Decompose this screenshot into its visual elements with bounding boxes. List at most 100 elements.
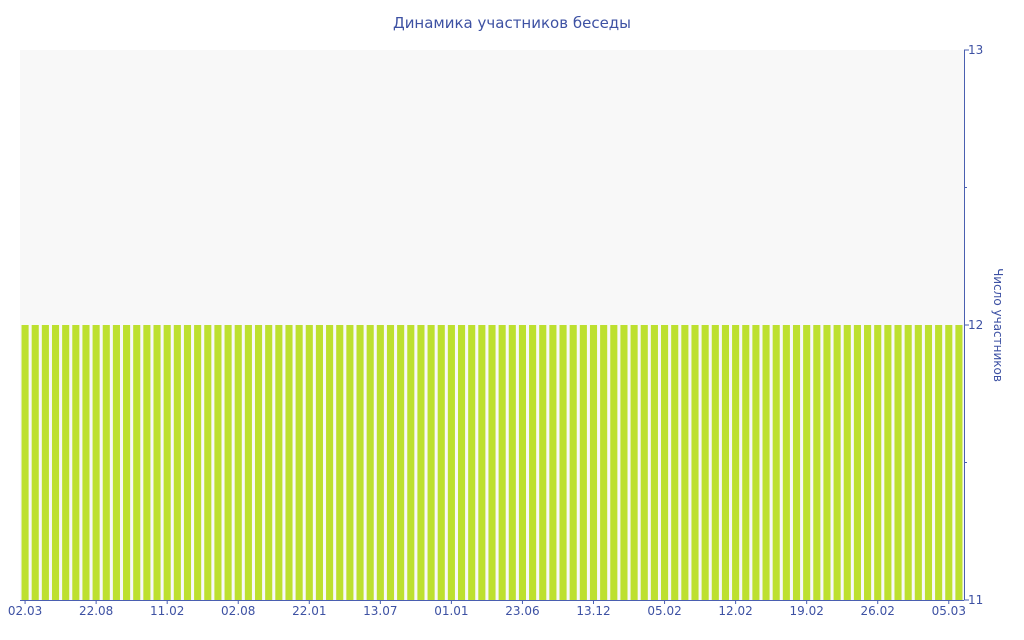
bar	[620, 325, 628, 600]
y-axis-label: Число участников	[991, 268, 1005, 382]
bar	[914, 325, 922, 600]
x-tick-label: 11.02	[150, 604, 184, 618]
bar	[610, 325, 618, 600]
bar	[133, 325, 141, 600]
bar	[884, 325, 892, 600]
x-tick-label: 23.06	[505, 604, 539, 618]
bar	[437, 325, 445, 600]
bar	[853, 325, 861, 600]
bar	[803, 325, 811, 600]
bar	[589, 325, 598, 600]
bar	[864, 325, 872, 600]
bar	[691, 325, 699, 600]
bar	[82, 325, 90, 600]
y-tick-label: 11	[968, 593, 983, 607]
bar	[823, 325, 831, 600]
bar	[102, 325, 110, 600]
x-tick-label: 22.01	[292, 604, 326, 618]
bar	[661, 325, 669, 600]
x-tick-label: 02.03	[8, 604, 42, 618]
y-tick-label: 12	[968, 318, 983, 332]
bar	[640, 325, 648, 600]
bar	[346, 325, 354, 600]
bar	[924, 325, 933, 600]
bar	[194, 325, 202, 600]
bar	[752, 325, 760, 600]
x-tick-label: 05.03	[932, 604, 966, 618]
bar	[326, 325, 334, 600]
bar	[163, 325, 171, 600]
bar	[254, 325, 263, 600]
bar	[265, 325, 273, 600]
bar	[285, 325, 293, 600]
bar	[457, 325, 466, 600]
x-tick-label: 01.01	[434, 604, 468, 618]
bar	[427, 325, 435, 600]
bar	[92, 325, 100, 600]
bar	[305, 325, 313, 600]
bar	[51, 325, 60, 600]
x-axis: 02.03 22.08 11.02 02.08 22.01 13.07 01.01 23.06…	[8, 600, 966, 618]
bar	[417, 325, 425, 600]
bar	[376, 325, 384, 600]
bar	[123, 325, 131, 600]
bar	[356, 325, 364, 600]
x-tick-label: 19.02	[789, 604, 823, 618]
bar	[681, 325, 689, 600]
bar	[742, 325, 750, 600]
bar	[569, 325, 577, 600]
bar	[224, 325, 232, 600]
bar	[650, 325, 658, 600]
chart-title: Динамика участников беседы	[393, 14, 631, 32]
bar	[792, 325, 801, 600]
bar	[275, 325, 283, 600]
bar	[935, 325, 943, 600]
bar	[600, 325, 608, 600]
bar	[955, 325, 963, 600]
x-tick-label: 05.02	[647, 604, 681, 618]
bar	[143, 325, 151, 600]
bar	[72, 325, 80, 600]
x-tick-label: 13.12	[576, 604, 610, 618]
bar	[31, 325, 39, 600]
bar	[397, 325, 405, 600]
bar	[671, 325, 679, 600]
bar	[447, 325, 455, 600]
bar	[529, 325, 537, 600]
bar	[762, 325, 770, 600]
bar	[874, 325, 882, 600]
bar	[183, 325, 192, 600]
x-tick-label: 02.08	[221, 604, 255, 618]
bar	[214, 325, 222, 600]
bar	[782, 325, 790, 600]
bar	[945, 325, 953, 600]
bars	[21, 325, 963, 600]
bar	[630, 325, 638, 600]
bar	[234, 325, 242, 600]
bar	[539, 325, 547, 600]
bar	[295, 325, 303, 600]
bar	[153, 325, 161, 600]
bar	[315, 325, 323, 600]
bar	[833, 325, 841, 600]
bar	[579, 325, 587, 600]
bar	[498, 325, 506, 600]
bar	[488, 325, 496, 600]
bar	[386, 325, 395, 600]
x-tick-label: 13.07	[363, 604, 397, 618]
bar	[21, 325, 29, 600]
bar	[843, 325, 851, 600]
x-tick-label: 12.02	[718, 604, 752, 618]
bar	[518, 325, 527, 600]
bar	[244, 325, 252, 600]
bar	[41, 325, 49, 600]
y-tick-label: 13	[968, 43, 983, 57]
bar	[559, 325, 567, 600]
bar	[711, 325, 719, 600]
bar	[721, 325, 730, 600]
x-tick-label: 22.08	[79, 604, 113, 618]
bar	[336, 325, 344, 600]
bar	[62, 325, 70, 600]
bar	[468, 325, 476, 600]
